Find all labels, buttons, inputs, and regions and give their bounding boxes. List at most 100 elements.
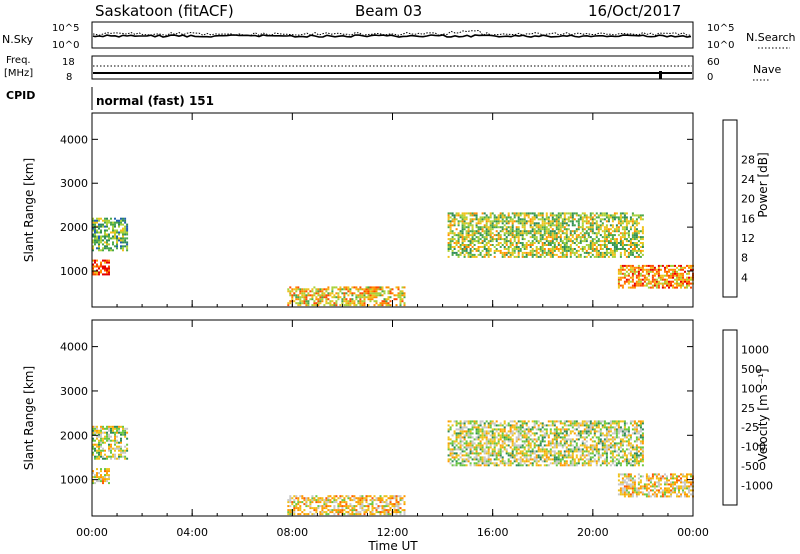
power-cell xyxy=(469,251,472,254)
velocity-cell xyxy=(339,511,342,514)
velocity-cell xyxy=(678,475,680,478)
power-cell xyxy=(611,238,614,241)
velocity-cell xyxy=(581,420,584,423)
power-cell xyxy=(664,280,666,283)
power-cell xyxy=(297,302,300,305)
velocity-cell xyxy=(601,454,604,457)
power-cell xyxy=(527,240,530,243)
power-cell xyxy=(553,253,556,256)
power-cell xyxy=(501,212,504,215)
velocity-cell xyxy=(451,460,454,463)
velocity-cell xyxy=(565,454,568,457)
velocity-cell xyxy=(647,487,650,490)
power-cell xyxy=(455,212,458,215)
power-cell xyxy=(487,234,490,237)
velocity-cell xyxy=(599,440,602,443)
power-cell xyxy=(551,253,554,256)
velocity-cell xyxy=(585,444,588,447)
power-cell xyxy=(589,214,592,217)
power-cell xyxy=(467,251,470,254)
velocity-cell xyxy=(517,462,520,465)
power-cell xyxy=(94,259,96,262)
velocity-cell xyxy=(569,424,572,427)
power-cell xyxy=(471,230,474,233)
power-cell xyxy=(537,214,540,217)
velocity-cell xyxy=(641,434,644,437)
velocity-cell xyxy=(483,464,486,467)
velocity-cell xyxy=(309,511,312,514)
power-cell xyxy=(615,249,618,252)
velocity-cell xyxy=(102,441,104,444)
power-cell xyxy=(653,282,656,285)
velocity-cell xyxy=(463,454,466,457)
power-cell xyxy=(447,226,450,229)
power-cell xyxy=(619,266,622,269)
power-cell xyxy=(565,251,568,254)
velocity-cell xyxy=(593,434,596,437)
power-cell xyxy=(397,292,400,295)
power-cell xyxy=(463,253,466,256)
power-cell xyxy=(649,286,652,289)
velocity-cell xyxy=(625,483,628,486)
power-cell xyxy=(670,276,672,279)
velocity-cell xyxy=(112,455,114,458)
velocity-cell xyxy=(351,513,354,516)
velocity-cell xyxy=(591,436,594,439)
power-cell xyxy=(668,282,670,285)
power-cell xyxy=(591,253,594,256)
velocity-cell xyxy=(345,507,348,510)
velocity-cell xyxy=(519,458,522,461)
velocity-cell xyxy=(295,503,298,506)
power-cell xyxy=(515,255,518,258)
velocity-cell xyxy=(98,445,100,448)
power-cell xyxy=(389,304,392,307)
velocity-cell xyxy=(565,430,568,433)
velocity-cell xyxy=(655,485,658,488)
power-cell xyxy=(517,238,520,241)
velocity-cell xyxy=(641,440,644,443)
power-cell xyxy=(621,234,624,237)
velocity-cell xyxy=(659,477,662,480)
velocity-cell xyxy=(102,457,104,460)
power-cell xyxy=(369,288,372,291)
velocity-cell xyxy=(367,509,370,512)
power-cell xyxy=(551,248,554,250)
velocity-cell xyxy=(666,495,668,498)
velocity-cell xyxy=(457,432,460,435)
power-cell xyxy=(515,236,518,239)
power-cell xyxy=(120,219,122,222)
power-cell xyxy=(651,286,654,289)
power-cell xyxy=(461,216,464,219)
velocity-cell xyxy=(597,436,600,439)
power-cell xyxy=(108,235,110,238)
velocity-cell xyxy=(371,509,374,512)
velocity-cell xyxy=(553,438,556,441)
power-cell xyxy=(383,298,386,301)
power-cell xyxy=(94,225,96,228)
power-cell xyxy=(355,296,358,299)
power-cell xyxy=(611,242,614,244)
power-cell xyxy=(505,220,508,223)
velocity-cell xyxy=(553,452,556,455)
velocity-cell xyxy=(557,450,560,453)
velocity-cell xyxy=(389,503,392,506)
power-cell xyxy=(363,302,366,305)
velocity-cell xyxy=(555,438,558,441)
velocity-cell xyxy=(617,458,620,461)
velocity-cell xyxy=(361,495,364,498)
power-cell xyxy=(533,212,536,215)
velocity-cell xyxy=(371,511,374,514)
power-cell xyxy=(327,294,330,297)
power-cell xyxy=(399,296,402,299)
velocity-cell xyxy=(485,426,488,429)
colorbar-tick-label: -25 xyxy=(741,421,759,434)
power-cell xyxy=(541,246,544,248)
power-cell xyxy=(387,304,390,307)
velocity-cell xyxy=(553,420,556,423)
power-cell xyxy=(571,216,574,219)
velocity-cell xyxy=(573,448,576,451)
velocity-cell xyxy=(635,424,638,427)
power-cell xyxy=(98,231,100,234)
velocity-cell xyxy=(678,489,680,492)
power-cell xyxy=(649,266,652,269)
